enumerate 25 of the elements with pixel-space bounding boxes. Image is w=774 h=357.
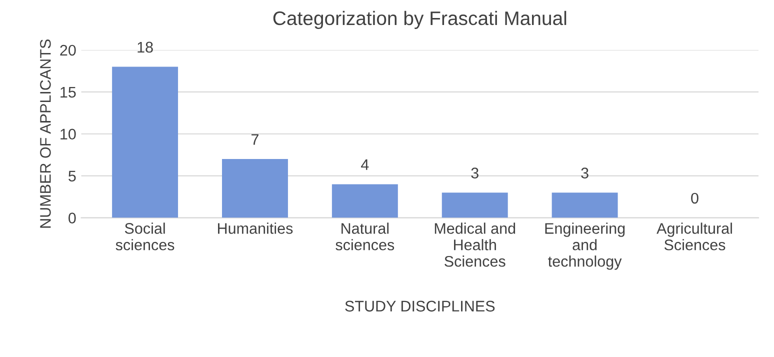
data-label: 4 (361, 159, 369, 170)
x-tick-label: Natural sciences (336, 222, 394, 250)
data-label: 7 (252, 134, 258, 145)
x-tick-label: Humanities (218, 222, 293, 234)
data-label: 18 (138, 42, 153, 53)
data-label: 0 (691, 192, 698, 204)
bar (442, 192, 508, 218)
x-tick-label: Medical and Health Sciences (434, 222, 516, 267)
y-tick-label: 5 (68, 170, 76, 182)
chart-title: Categorization by Frascati Manual (273, 10, 566, 30)
x-tick-label: Social sciences (116, 222, 174, 250)
y-tick-label: 10 (60, 128, 76, 140)
bar (332, 184, 398, 218)
bar (222, 159, 288, 218)
y-axis-title: NUMBER OF APPLICANTS (40, 39, 51, 228)
data-label: 3 (581, 168, 588, 178)
x-tick-label: Agricultural Sciences (656, 222, 732, 250)
data-label: 3 (471, 168, 478, 178)
bar (112, 66, 178, 218)
bar (552, 192, 618, 218)
x-tick-label: Engineering and technology (545, 222, 625, 270)
y-tick-label: 20 (60, 44, 76, 56)
y-tick-label: 15 (60, 86, 76, 98)
x-axis-title: STUDY DISCIPLINES (345, 300, 495, 312)
y-tick-label: 0 (68, 212, 76, 224)
